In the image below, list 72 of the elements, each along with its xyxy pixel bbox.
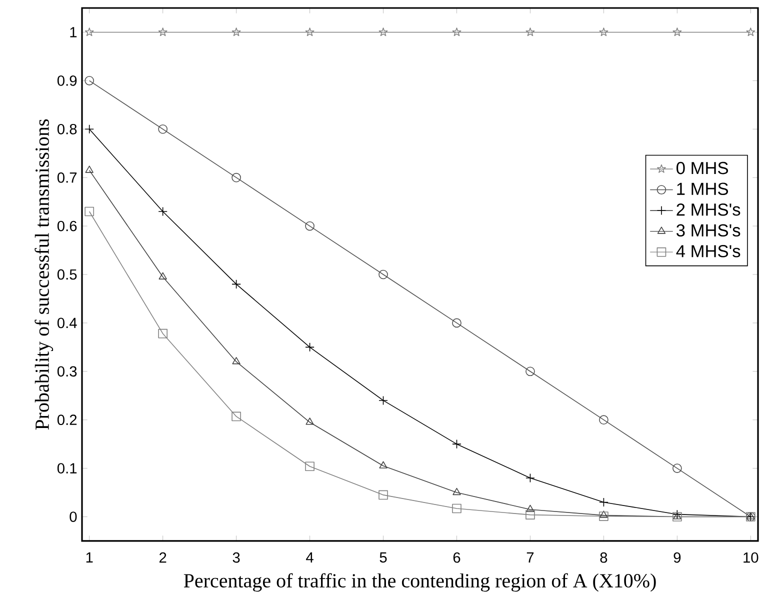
x-tick-label: 3 (232, 552, 240, 563)
point (378, 396, 388, 406)
x-axis-title: Percentage of traffic in the contending region of A (X10%) (184, 573, 656, 592)
legend-label: 3 MHS's (676, 224, 740, 237)
legend-label: 4 MHS's (676, 245, 740, 258)
point (378, 28, 388, 36)
point (84, 206, 94, 216)
point (599, 28, 608, 36)
legend-label: 1 MHS (677, 182, 728, 195)
point (158, 28, 168, 36)
point (600, 510, 608, 518)
y-axis-title: Probability of successful transmissions (34, 119, 54, 430)
point (85, 166, 94, 173)
x-tick-label: 9 (674, 552, 681, 563)
y-tick-label: 0.6 (57, 220, 77, 232)
point (232, 280, 241, 289)
point (672, 28, 682, 36)
y-tick-label: 0.9 (57, 75, 77, 86)
point (672, 464, 682, 473)
point (84, 28, 94, 36)
x-tick-label: 6 (453, 552, 460, 563)
point (84, 124, 94, 134)
point (305, 462, 314, 472)
point (232, 28, 241, 36)
x-tick-label: 8 (600, 552, 608, 563)
x-tick-label: 5 (380, 552, 387, 563)
point (526, 366, 535, 376)
point (158, 124, 168, 134)
point (526, 473, 535, 483)
point (452, 488, 461, 496)
point (452, 28, 462, 36)
legend-label: 2 MHS's (676, 203, 740, 216)
y-tick-label: 0.1 (57, 463, 77, 474)
point (599, 498, 608, 507)
point (379, 461, 388, 468)
x-tick-label: 10 (744, 552, 758, 563)
point (306, 418, 314, 425)
point (232, 412, 241, 422)
point (599, 415, 608, 425)
point (232, 172, 241, 182)
point (526, 510, 535, 520)
y-tick-label: 0.5 (57, 269, 77, 280)
point (746, 28, 756, 36)
point (378, 490, 388, 500)
point (84, 76, 94, 86)
point (158, 328, 168, 338)
point (452, 318, 462, 328)
point (672, 510, 682, 520)
x-tick-label: 1 (86, 552, 93, 562)
y-tick-label: 0.4 (57, 318, 77, 328)
x-tick-label: 2 (159, 552, 166, 563)
point (305, 342, 314, 352)
x-tick-label: 7 (526, 552, 534, 562)
point (599, 512, 608, 521)
point (526, 28, 535, 36)
y-tick-label: 0 (70, 512, 77, 522)
y-tick-label: 0.7 (57, 172, 77, 183)
legend-label: 0 MHS (676, 162, 728, 174)
point (305, 28, 314, 36)
point (452, 504, 462, 514)
point (158, 206, 168, 216)
point (305, 221, 314, 231)
point (158, 272, 167, 280)
y-tick-label: 0.3 (57, 366, 77, 377)
point (378, 270, 388, 280)
x-tick-label: 4 (306, 552, 314, 562)
y-tick-label: 0.2 (57, 414, 77, 426)
point (526, 504, 534, 512)
point (452, 439, 462, 449)
y-tick-label: 1 (70, 27, 77, 38)
y-tick-label: 0.8 (57, 124, 77, 134)
point (232, 357, 240, 364)
